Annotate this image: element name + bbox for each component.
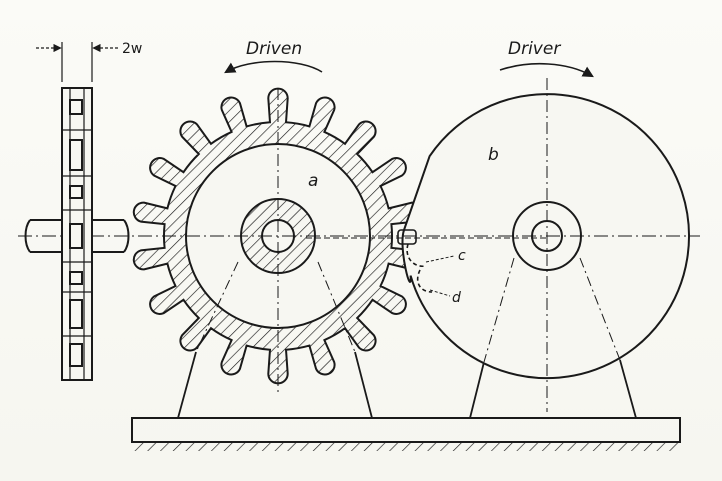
driver-rotation-arrow [499, 62, 594, 78]
driver-disc [401, 78, 690, 412]
label-b: b [488, 145, 499, 165]
driven-pedestal [177, 351, 373, 419]
driven-rotation-arrow [224, 60, 323, 74]
driver-label: Driver [508, 39, 561, 59]
label-c: c [458, 248, 466, 264]
driver-pedestal [469, 359, 637, 419]
gear-side-view [24, 87, 130, 381]
label-a: a [308, 171, 318, 191]
driven-label: Driven [246, 39, 302, 59]
width-dimension [36, 42, 118, 82]
dimension-label: 2w [122, 41, 142, 57]
engaging-pin [397, 229, 433, 293]
driven-gear [132, 87, 424, 392]
base-plate [131, 417, 681, 451]
label-d: d [452, 290, 461, 306]
